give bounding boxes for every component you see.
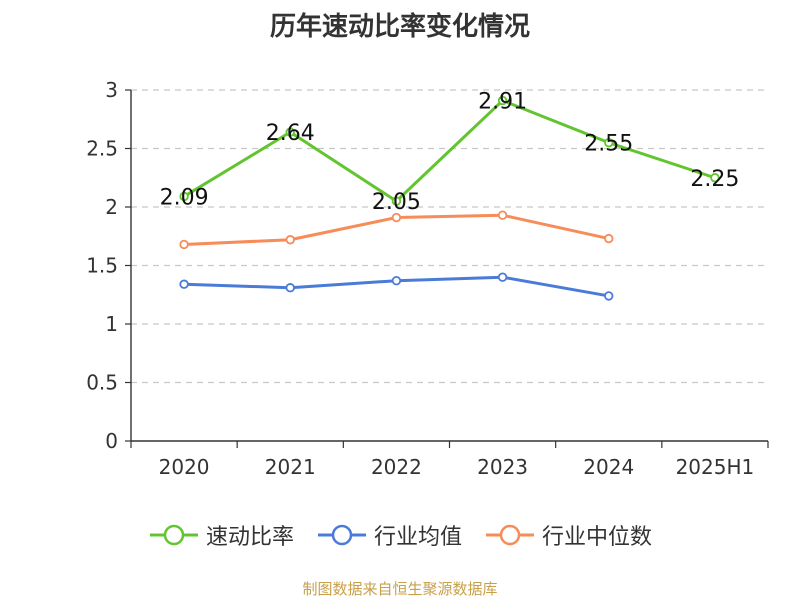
y-tick-label: 0.5 (86, 371, 118, 395)
data-point (391, 212, 402, 223)
data-label: 2.05 (372, 190, 421, 215)
data-point (391, 276, 402, 286)
chart-legend: 速动比率 行业均值 行业中位数 (0, 519, 800, 551)
y-tick-label: 0 (105, 429, 118, 453)
data-point (179, 279, 189, 289)
source-note: 制图数据来自恒生聚源数据库 (302, 580, 498, 598)
data-point (285, 235, 295, 245)
legend-label-quick-ratio: 速动比率 (205, 525, 294, 550)
data-point (391, 196, 402, 206)
legend-item-industry-median[interactable]: 行业中位数 (484, 519, 652, 551)
y-tick-label: 1.5 (86, 254, 118, 278)
data-label: 2.25 (690, 167, 739, 192)
x-tick-label: 2020 (159, 455, 210, 479)
x-tick-label: 2021 (265, 455, 316, 479)
data-point (285, 283, 295, 293)
legend-label-industry-mean: 行业均值 (373, 525, 462, 550)
data-label: 2.64 (266, 121, 315, 146)
chart-title: 历年速动比率变化情况 (269, 12, 530, 42)
legend-swatch-industry-mean-icon (317, 524, 366, 546)
y-tick-label: 1 (105, 312, 118, 336)
data-point (497, 210, 508, 220)
y-tick-label: 3 (105, 78, 118, 102)
legend-item-quick-ratio[interactable]: 速动比率 (148, 519, 294, 551)
data-label: 2.55 (584, 132, 633, 157)
data-point (604, 291, 614, 301)
data-point (604, 137, 614, 148)
x-tick-label: 2022 (371, 455, 422, 479)
data-point (604, 233, 614, 244)
x-tick-label: 2024 (583, 455, 634, 479)
data-label: 2.09 (160, 185, 209, 210)
x-tick-label: 2023 (477, 455, 528, 479)
x-tick-label: 2025H1 (676, 455, 755, 479)
data-point (179, 191, 189, 202)
series-line-0 (183, 99, 716, 203)
legend-item-industry-mean[interactable]: 行业均值 (316, 519, 462, 551)
y-tick-label: 2 (105, 195, 118, 219)
y-tick-label: 2.5 (86, 137, 118, 161)
data-point (285, 127, 295, 137)
legend-swatch-industry-median-icon (486, 524, 534, 546)
data-label: 2.91 (478, 90, 527, 115)
data-point (179, 239, 189, 250)
legend-swatch-quick-ratio-icon (149, 524, 198, 546)
data-point (497, 95, 508, 106)
data-point (710, 173, 720, 183)
data-point (497, 272, 508, 282)
legend-label-industry-median: 行业中位数 (542, 525, 653, 550)
